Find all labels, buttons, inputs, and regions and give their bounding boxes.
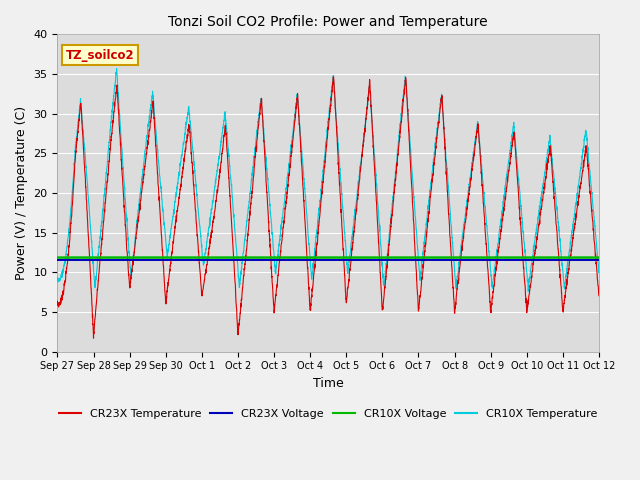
Text: TZ_soilco2: TZ_soilco2 [65, 48, 134, 61]
Y-axis label: Power (V) / Temperature (C): Power (V) / Temperature (C) [15, 106, 28, 280]
X-axis label: Time: Time [313, 377, 344, 390]
Title: Tonzi Soil CO2 Profile: Power and Temperature: Tonzi Soil CO2 Profile: Power and Temper… [168, 15, 488, 29]
Legend: CR23X Temperature, CR23X Voltage, CR10X Voltage, CR10X Temperature: CR23X Temperature, CR23X Voltage, CR10X … [54, 405, 602, 423]
